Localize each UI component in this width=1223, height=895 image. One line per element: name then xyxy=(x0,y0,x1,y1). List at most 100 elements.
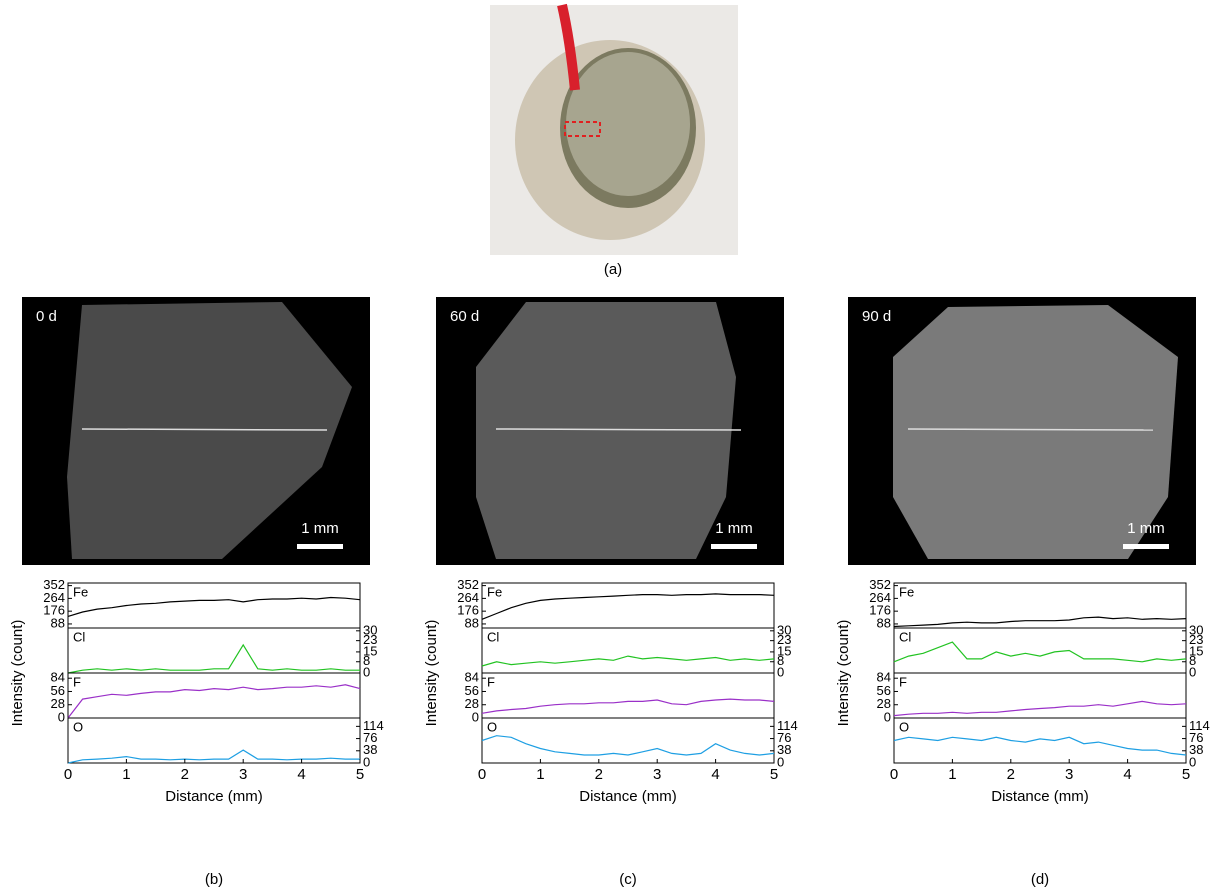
scan-line xyxy=(81,428,328,431)
y-tick-label: 352 xyxy=(869,577,891,592)
y-tick-label: 30 xyxy=(363,622,377,637)
x-tick-label: 1 xyxy=(948,766,956,783)
y-tick-label: 176 xyxy=(43,603,65,618)
line-series xyxy=(481,735,775,756)
line-series xyxy=(481,698,775,714)
y-tick-label: 76 xyxy=(777,730,791,745)
y-tick-label: 8 xyxy=(1189,653,1196,668)
scan-line xyxy=(495,428,742,431)
line-series xyxy=(893,641,1187,663)
y-tick-label: 176 xyxy=(457,603,479,618)
sample-image xyxy=(476,302,736,559)
sub-axis-frame xyxy=(893,627,1187,674)
series-label: Cl xyxy=(899,629,911,644)
y-tick-label: 114 xyxy=(777,718,798,733)
y-tick-label: 0 xyxy=(472,709,479,724)
y-tick-label: 28 xyxy=(51,696,65,711)
line-series xyxy=(481,655,775,667)
image-label: 60 d xyxy=(450,308,479,325)
y-tick-label: 30 xyxy=(777,622,791,637)
line-series xyxy=(893,736,1187,756)
x-tick-label: 3 xyxy=(653,766,661,783)
image-label: 90 d xyxy=(862,308,891,325)
series-label: O xyxy=(487,719,497,734)
line-series xyxy=(893,616,1187,628)
scan-line xyxy=(907,428,1154,431)
y-tick-label: 15 xyxy=(777,643,791,658)
y-tick-label: 30 xyxy=(1189,622,1203,637)
photo: (a) xyxy=(490,3,738,278)
series-label: F xyxy=(73,674,81,689)
image-label: 0 d xyxy=(36,308,57,325)
y-tick-label: 76 xyxy=(1189,730,1203,745)
y-tick-label: 84 xyxy=(51,670,65,685)
y-tick-label: 0 xyxy=(1189,664,1196,679)
y-tick-label: 0 xyxy=(363,754,370,769)
y-tick-label: 28 xyxy=(877,696,891,711)
panel-label: (b) xyxy=(205,871,223,888)
x-axis-label: Distance (mm) xyxy=(579,788,677,805)
sub-axis-frame xyxy=(481,672,775,719)
y-tick-label: 114 xyxy=(1189,718,1210,733)
y-tick-label: 352 xyxy=(43,577,65,592)
y-tick-label: 264 xyxy=(869,590,891,605)
x-tick-label: 2 xyxy=(181,766,189,783)
x-tick-label: 2 xyxy=(595,766,603,783)
line-series xyxy=(481,593,775,620)
scale-label: 1 mm xyxy=(301,520,339,537)
sub-axis-frame xyxy=(481,717,775,764)
sub-axis-frame xyxy=(481,582,775,629)
y-tick-label: 38 xyxy=(363,742,377,757)
x-tick-label: 1 xyxy=(122,766,130,783)
region-box xyxy=(564,121,601,137)
x-tick-label: 0 xyxy=(64,766,72,783)
x-tick-label: 0 xyxy=(478,766,486,783)
scale-bar xyxy=(711,544,757,549)
x-tick-label: 5 xyxy=(1182,766,1190,783)
y-tick-label: 88 xyxy=(51,615,65,630)
scale-label: 1 mm xyxy=(715,520,753,537)
y-tick-label: 0 xyxy=(777,754,784,769)
y-tick-label: 0 xyxy=(884,709,891,724)
y-tick-label: 352 xyxy=(457,577,479,592)
series-label: O xyxy=(73,719,83,734)
y-tick-label: 84 xyxy=(877,670,891,685)
x-tick-label: 5 xyxy=(770,766,778,783)
y-tick-label: 56 xyxy=(51,683,65,698)
x-tick-label: 1 xyxy=(536,766,544,783)
y-tick-label: 88 xyxy=(465,615,479,630)
series-label: Cl xyxy=(73,629,85,644)
wire xyxy=(557,3,580,91)
x-tick-label: 5 xyxy=(356,766,364,783)
x-tick-label: 2 xyxy=(1007,766,1015,783)
series-label: Fe xyxy=(899,584,914,599)
y-axis-label: Intensity (count) xyxy=(423,620,440,727)
y-tick-label: 114 xyxy=(363,718,384,733)
sample-face xyxy=(566,52,690,196)
x-tick-label: 4 xyxy=(1123,766,1131,783)
series-label: F xyxy=(899,674,907,689)
y-tick-label: 0 xyxy=(363,664,370,679)
line-series xyxy=(67,643,360,674)
sample-image xyxy=(67,302,352,559)
y-tick-label: 23 xyxy=(363,632,377,647)
sample-image xyxy=(893,305,1178,559)
y-tick-label: 23 xyxy=(1189,632,1203,647)
x-tick-label: 0 xyxy=(890,766,898,783)
series-label: O xyxy=(899,719,909,734)
sub-axis-frame xyxy=(893,672,1187,719)
y-tick-label: 15 xyxy=(363,643,377,658)
sub-axis-frame xyxy=(67,672,361,719)
scale-label: 1 mm xyxy=(1127,520,1165,537)
x-tick-label: 4 xyxy=(711,766,719,783)
y-axis-label: Intensity (count) xyxy=(835,620,852,727)
panel-label: (d) xyxy=(1031,871,1049,888)
panel-label: (a) xyxy=(604,261,622,278)
panel-label: (c) xyxy=(619,871,637,888)
x-axis-label: Distance (mm) xyxy=(165,788,263,805)
y-tick-label: 15 xyxy=(1189,643,1203,658)
y-tick-label: 38 xyxy=(1189,742,1203,757)
x-tick-label: 4 xyxy=(297,766,305,783)
line-series xyxy=(67,749,360,764)
line-series xyxy=(893,700,1187,717)
